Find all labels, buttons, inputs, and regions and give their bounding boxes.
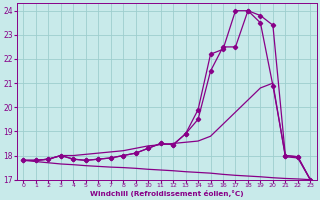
X-axis label: Windchill (Refroidissement éolien,°C): Windchill (Refroidissement éolien,°C): [90, 190, 244, 197]
